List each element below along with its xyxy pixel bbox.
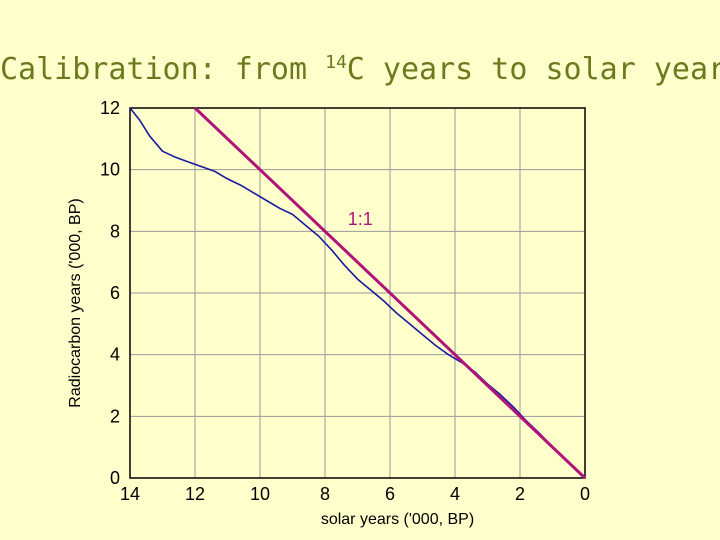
grid-lines <box>130 108 585 478</box>
plot-frame <box>129 107 586 479</box>
y-tick-label: 8 <box>110 221 120 241</box>
calibration-curve <box>129 107 586 478</box>
y-tick-label: 0 <box>110 468 120 488</box>
title-text-post: C years to solar years <box>346 52 720 87</box>
series-lines <box>129 106 587 480</box>
y-tick-label: 10 <box>100 160 120 180</box>
y-tick-label: 12 <box>100 98 120 118</box>
x-axis-label: solar years ('000, BP) <box>321 511 474 528</box>
slide-title: Calibration: from 14C years to solar yea… <box>0 52 720 87</box>
x-tick-label: 10 <box>250 484 270 504</box>
tick-labels: 14 12 10 8 6 4 2 0 0 2 4 6 8 10 12 <box>100 98 590 504</box>
x-tick-label: 4 <box>450 484 460 504</box>
one-to-one-line <box>193 106 587 480</box>
x-tick-label: 0 <box>580 484 590 504</box>
x-tick-label: 6 <box>385 484 395 504</box>
title-text-pre: Calibration: from <box>0 52 326 87</box>
y-tick-label: 2 <box>110 406 120 426</box>
y-axis-label: Radiocarbon years ('000, BP) <box>67 198 84 407</box>
y-tick-label: 6 <box>110 283 120 303</box>
one-to-one-label: 1:1 <box>348 209 373 229</box>
x-tick-label: 14 <box>120 484 140 504</box>
x-tick-label: 8 <box>320 484 330 504</box>
x-tick-label: 12 <box>185 484 205 504</box>
annotations: 1:1 <box>348 209 373 229</box>
x-tick-label: 2 <box>515 484 525 504</box>
y-tick-label: 4 <box>110 345 120 365</box>
title-superscript: 14 <box>325 52 347 73</box>
